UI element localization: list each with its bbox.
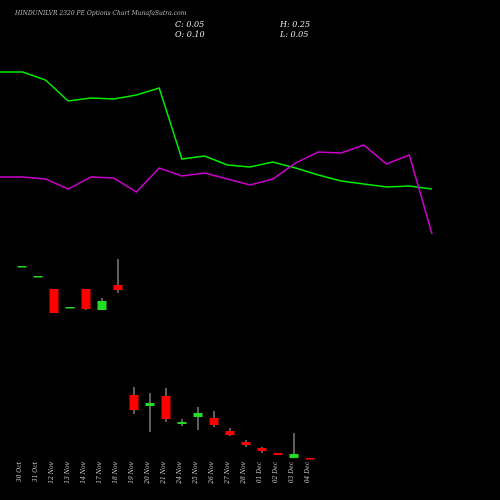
x-tick-label: 24 Nov [176, 461, 183, 484]
candle-body [17, 266, 27, 268]
x-tick-label: 21 Nov [160, 461, 167, 484]
x-tick-label: 28 Nov [240, 461, 247, 484]
candle-body [145, 403, 155, 406]
x-tick-label: 27 Nov [224, 461, 231, 484]
candle-body [273, 453, 283, 455]
candle-body [289, 454, 299, 458]
candle-body [97, 301, 107, 310]
x-tick-label: 25 Nov [192, 461, 199, 484]
candle-body [193, 413, 203, 417]
low-readout: L: 0.05 [279, 30, 308, 39]
x-tick-label: 04 Dec [304, 461, 311, 483]
line-series [0, 71, 433, 190]
x-tick-label: 30 Oct [16, 461, 23, 482]
chart-title: HINDUNILVR 2320 PE Options Chart MunafaS… [14, 10, 187, 17]
candle-body [209, 418, 219, 425]
high-readout: H: 0.25 [279, 20, 310, 29]
x-tick-label: 02 Dec [272, 461, 279, 483]
candle-body [161, 396, 171, 419]
x-tick-label: 03 Dec [288, 461, 295, 483]
x-tick-label: 17 Nov [96, 461, 103, 483]
x-tick-label: 20 Nov [144, 461, 151, 484]
line-series [0, 144, 433, 235]
candle-body [129, 395, 139, 410]
open-readout: O: 0.10 [175, 30, 205, 39]
candle-body [241, 442, 251, 445]
candle-body [33, 276, 43, 278]
x-tick-label: 18 Nov [112, 461, 119, 483]
candle-body [81, 289, 91, 309]
x-tick-label: 12 Nov [48, 461, 55, 483]
candle-body [113, 285, 123, 290]
x-tick-label: 01 Dec [256, 461, 263, 483]
x-tick-label: 14 Nov [80, 461, 87, 483]
x-tick-label: 13 Nov [64, 461, 71, 483]
candle-body [257, 448, 267, 451]
candle-body [49, 289, 59, 313]
candle-body [305, 458, 315, 460]
close-readout: C: 0.05 [175, 20, 204, 29]
x-tick-label: 19 Nov [128, 461, 135, 483]
x-tick-label: 31 Oct [32, 461, 39, 482]
candle-body [177, 422, 187, 424]
candle-body [65, 307, 75, 309]
x-tick-label: 26 Nov [208, 461, 215, 484]
candle-body [225, 431, 235, 435]
